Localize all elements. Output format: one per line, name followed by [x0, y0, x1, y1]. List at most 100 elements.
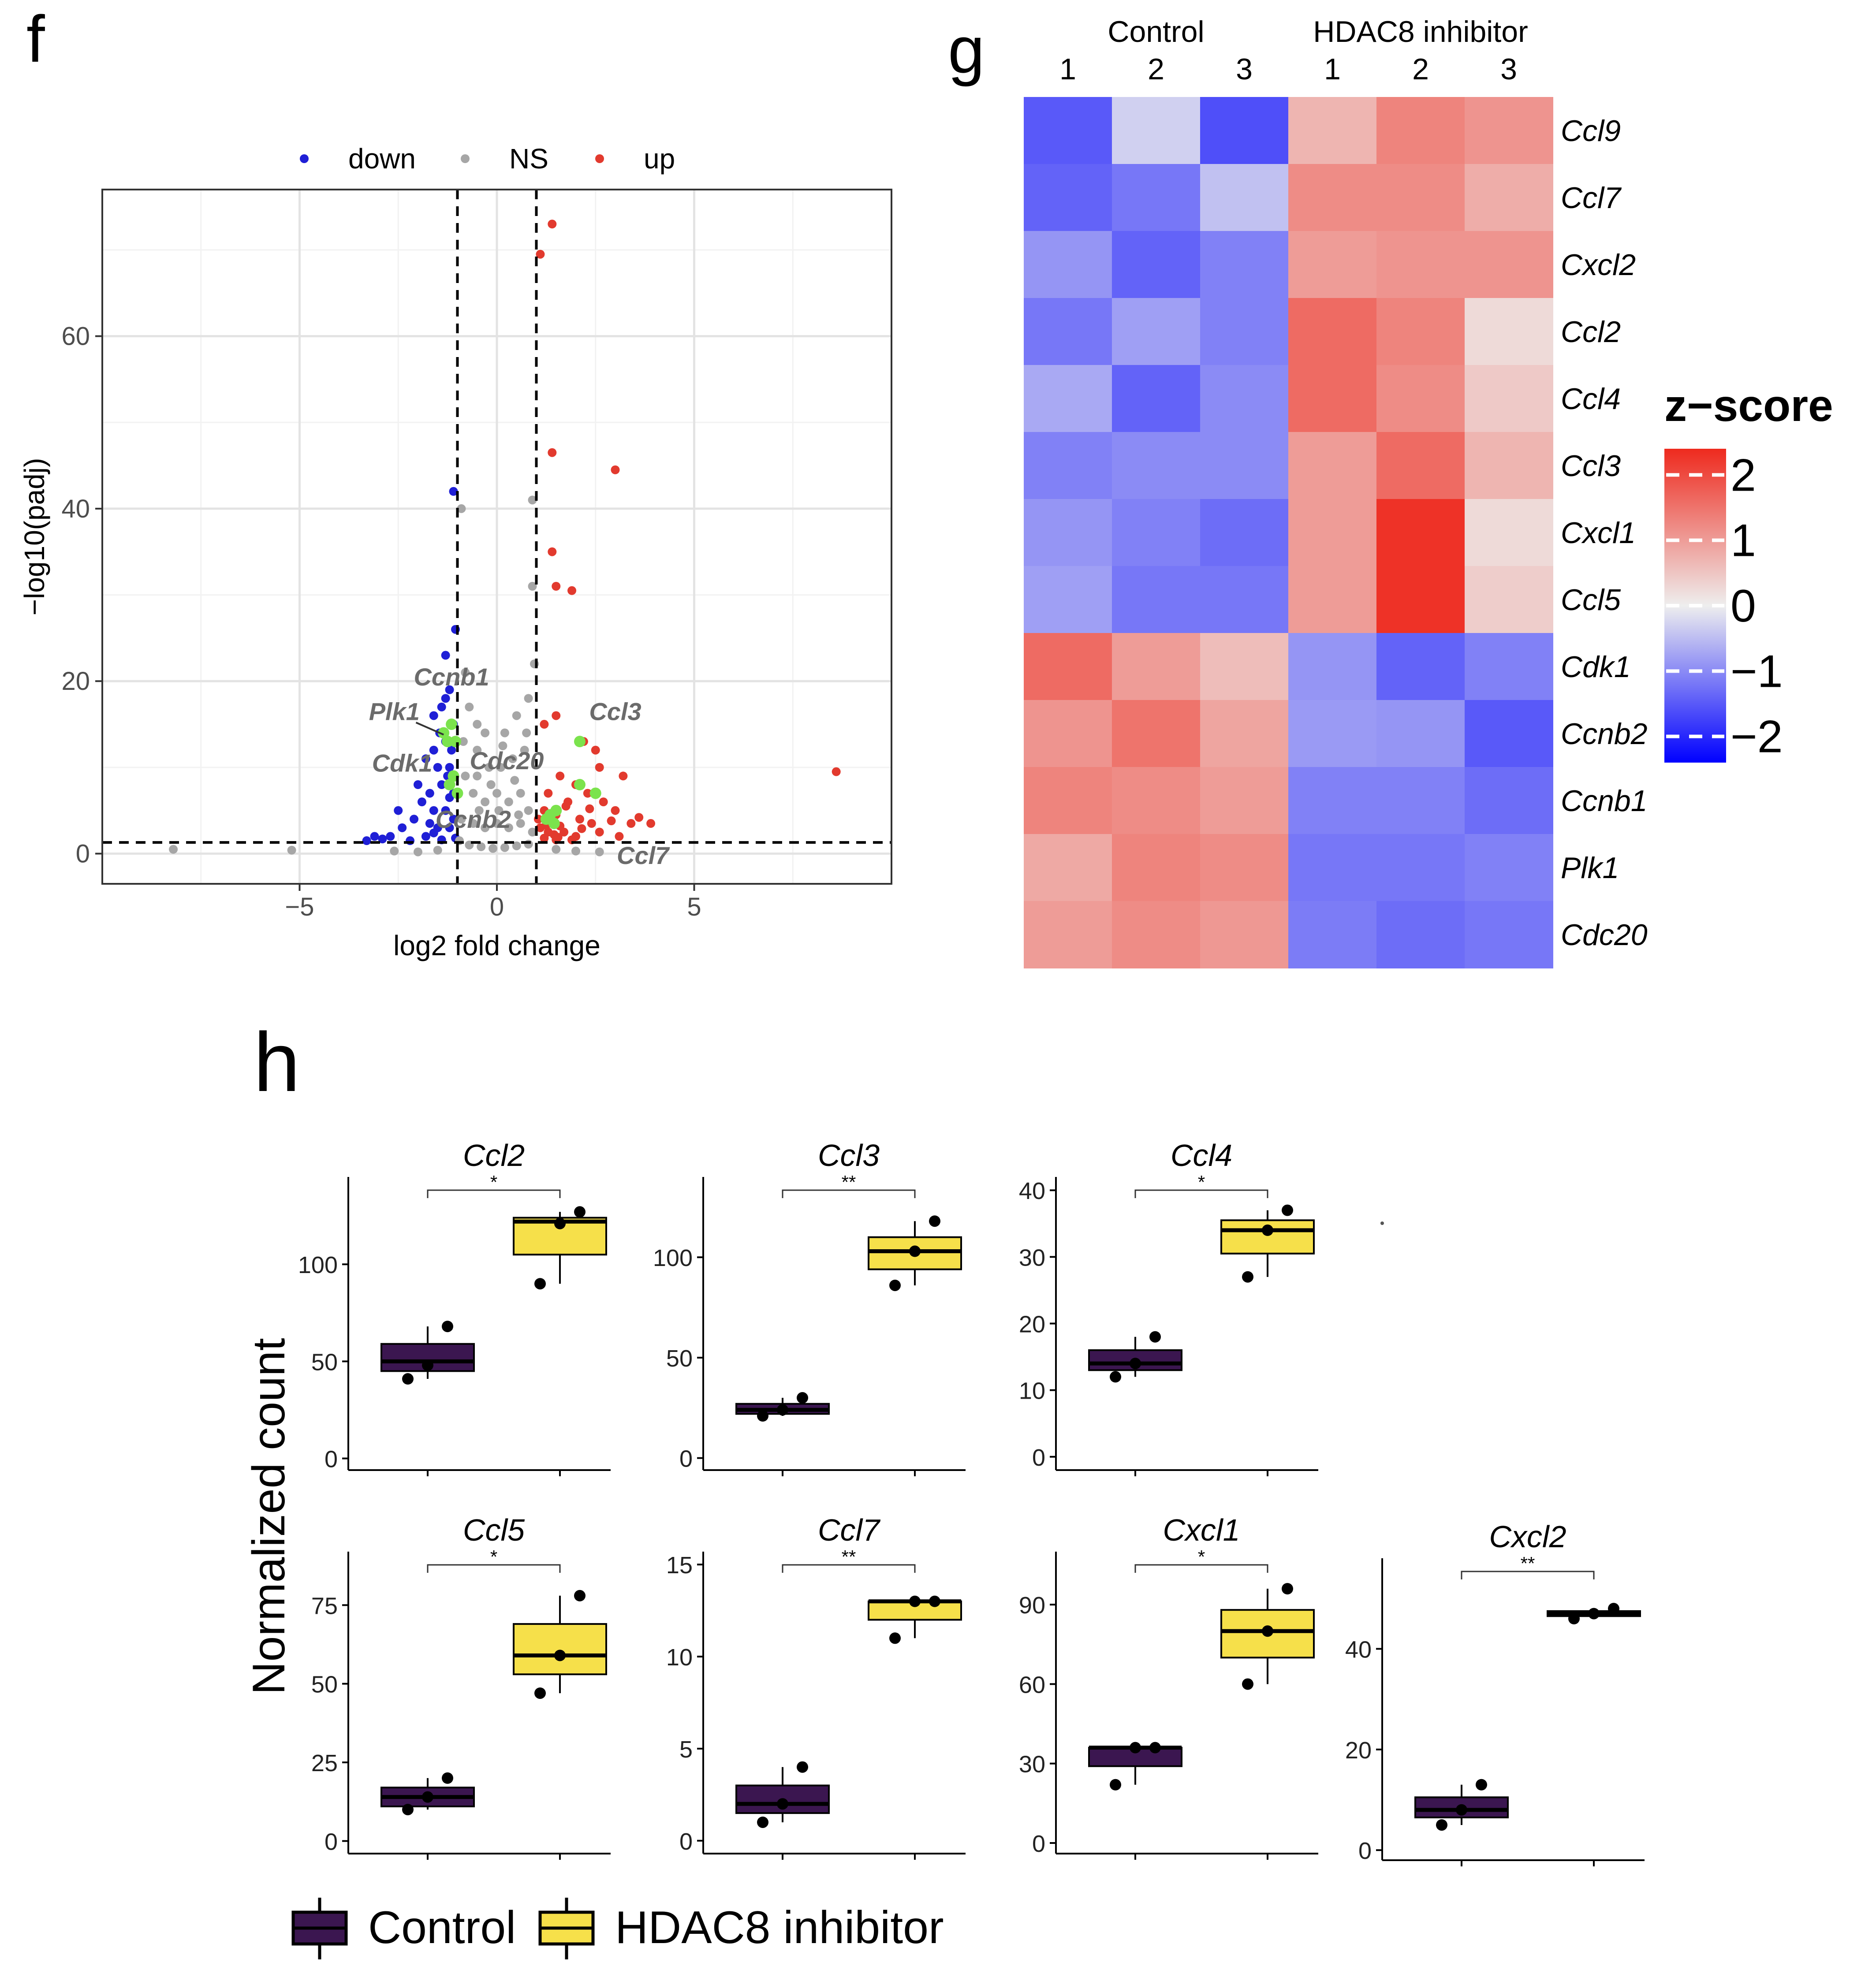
volcano-gene-label: Ccnb2 — [436, 805, 511, 833]
volcano-point-down — [441, 806, 450, 815]
volcano-x-tick-label: 0 — [490, 893, 504, 921]
volcano-point-up — [587, 819, 596, 828]
volcano-point-NS — [473, 745, 482, 755]
volcano-legend-label: down — [348, 143, 416, 175]
volcano-legend-swatch-up — [595, 154, 604, 163]
heatmap-cell-ccl4-3 — [1288, 365, 1377, 432]
panel-label-g: g — [948, 13, 985, 87]
heatmap-cell-ccl4-2 — [1200, 365, 1289, 432]
volcano-point-NS — [492, 789, 501, 798]
boxplot-data-point — [909, 1595, 921, 1607]
heatmap-cell-ccnb2-4 — [1376, 700, 1465, 767]
boxplot-data-point — [442, 1321, 453, 1333]
boxplot-gene-title: Ccl2 — [463, 1138, 525, 1173]
boxplot-data-point — [1110, 1371, 1121, 1383]
boxplot-data-point — [1130, 1358, 1141, 1370]
volcano-point-NS — [481, 797, 490, 807]
volcano-x-tick-label: −5 — [285, 893, 314, 921]
heatmap-cell-ccnb2-3 — [1288, 700, 1377, 767]
volcano-point-NS — [461, 771, 470, 781]
volcano-point-down — [414, 780, 422, 789]
boxplot-y-tick-label: 25 — [311, 1750, 338, 1776]
heatmap-cell-ccnb2-5 — [1465, 700, 1553, 767]
boxplot-data-point — [1568, 1613, 1580, 1624]
volcano-point-down — [445, 763, 454, 772]
boxplot-data-point — [797, 1392, 808, 1404]
volcano-point-NS — [528, 495, 537, 505]
boxplot-gene-title: Ccl4 — [1171, 1138, 1232, 1173]
volcano-point-highlight — [444, 779, 455, 790]
boxplot-y-tick-label: 50 — [311, 1672, 338, 1698]
volcano-point-NS — [414, 847, 422, 856]
heatmap-cell-cxcl1-1 — [1112, 499, 1201, 566]
boxplot-y-tick-label: 20 — [1345, 1737, 1372, 1764]
heatmap-colorbar-tick-label: −1 — [1731, 646, 1783, 697]
volcano-point-NS — [528, 827, 537, 837]
volcano-point-highlight — [550, 804, 562, 816]
volcano-point-NS — [524, 840, 533, 849]
boxplot-data-point — [757, 1410, 768, 1422]
volcano-point-down — [398, 823, 407, 832]
volcano-point-down — [449, 815, 458, 824]
heatmap-cell-ccl3-3 — [1288, 432, 1377, 499]
volcano-point-NS — [524, 694, 533, 703]
heatmap-cell-ccl5-0 — [1024, 566, 1112, 633]
boxplot-panel-ccl7: 0 5 10 15 Ccl7** — [666, 1513, 966, 1860]
boxplot-significance-label: * — [1198, 1546, 1205, 1567]
heatmap-cell-cdk1-2 — [1200, 633, 1289, 700]
heatmap-row-label: Ccl2 — [1561, 315, 1621, 349]
boxplot-gene-title: Cxcl2 — [1489, 1519, 1566, 1554]
boxplot-data-point — [554, 1650, 566, 1661]
volcano-point-up — [595, 763, 604, 772]
boxplot-data-point — [442, 1772, 453, 1784]
boxplot-gene-title: Cxcl1 — [1163, 1513, 1240, 1547]
boxplot-legend-label: HDAC8 inhibitor — [615, 1902, 944, 1953]
heatmap-cell-cxcl1-5 — [1465, 499, 1553, 566]
boxplot-y-tick-label: 10 — [666, 1644, 693, 1671]
volcano-point-up — [583, 789, 592, 798]
volcano-gene-label: Cdc20 — [470, 747, 544, 774]
heatmap-cell-ccl5-1 — [1112, 566, 1201, 633]
boxplot-y-tick-label: 15 — [666, 1552, 693, 1579]
heatmap-colorbar-tick-label: −2 — [1731, 711, 1783, 763]
boxplot-panel-ccl5: 0 25 50 75 Ccl5* — [311, 1513, 611, 1860]
volcano-point-down — [421, 832, 430, 841]
volcano-point-down — [429, 828, 438, 838]
heatmap-column-label: 3 — [1236, 52, 1253, 86]
volcano-point-NS — [489, 844, 498, 853]
volcano-point-NS — [473, 771, 482, 781]
volcano-point-NS — [524, 806, 533, 815]
boxplot-y-axis-label: Normalized count — [243, 1338, 295, 1694]
volcano-point-NS — [457, 815, 466, 824]
boxplot-y-tick-label: 100 — [298, 1252, 338, 1278]
volcano-legend-swatch-down — [300, 154, 309, 163]
volcano-point-NS — [516, 819, 525, 828]
volcano-gene-label: Cdk1 — [372, 749, 433, 777]
zscore-heatmap: Ccl9 Ccl7 Cxcl2 Ccl2 Ccl4 Ccl3 Cxcl1 Ccl5 Cdk1 Cc… — [1024, 15, 1833, 968]
volcano-point-highlight — [446, 719, 458, 730]
heatmap-cell-ccl7-0 — [1024, 164, 1112, 231]
boxplot-data-point — [1436, 1819, 1447, 1831]
boxplot-y-tick-label: 30 — [1019, 1751, 1045, 1778]
boxplot-y-tick-label: 0 — [679, 1446, 693, 1472]
volcano-point-down — [429, 806, 438, 815]
volcano-point-up — [646, 819, 656, 828]
boxplot-y-tick-label: 0 — [1032, 1445, 1045, 1471]
heatmap-cell-ccl9-1 — [1112, 97, 1201, 164]
heatmap-row-label: Cdk1 — [1561, 650, 1631, 684]
boxplot-y-tick-label: 0 — [1032, 1831, 1045, 1857]
volcano-point-NS — [492, 819, 501, 828]
boxplot-significance-label: * — [490, 1546, 497, 1567]
volcano-point-down — [406, 836, 415, 845]
boxplot-data-point — [929, 1215, 940, 1227]
volcano-point-down — [394, 806, 403, 815]
volcano-point-down — [425, 789, 434, 798]
heatmap-cell-ccl5-5 — [1465, 566, 1553, 633]
volcano-point-NS — [528, 582, 537, 591]
volcano-point-up — [556, 771, 565, 781]
volcano-point-up — [536, 249, 545, 259]
volcano-point-down — [441, 694, 450, 703]
heatmap-cell-cdc20-2 — [1200, 901, 1289, 968]
volcano-point-up — [615, 832, 624, 841]
